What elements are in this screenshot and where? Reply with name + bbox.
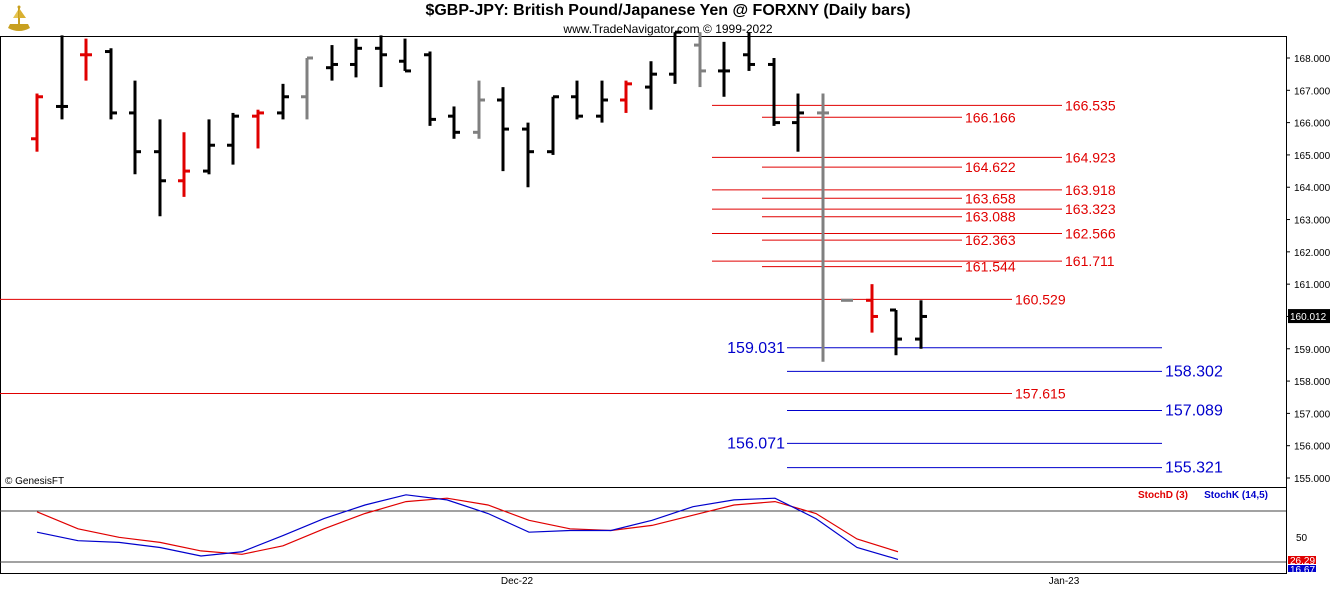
price-bar [817, 93, 829, 362]
price-bar [596, 80, 608, 123]
price-tick-label: 164.000 [1294, 183, 1331, 194]
price-bar [154, 119, 166, 217]
price-bar [375, 35, 387, 88]
price-panel: 168.000 167.000 166.000 165.000 164.000 163.0… [0, 30, 1331, 488]
price-bar [227, 112, 239, 165]
last-price-box [1288, 309, 1330, 324]
price-tick-label: 158.000 [1294, 377, 1331, 388]
date-tick-label: Jan-23 [1049, 576, 1080, 587]
price-tick-label: 167.000 [1294, 86, 1331, 97]
stochastic-k-value: 16.67 [1290, 565, 1315, 576]
price-level-label: 161.544 [965, 259, 1016, 275]
price-tick-label: 156.000 [1294, 442, 1331, 453]
price-bar [792, 93, 804, 152]
price-bar [473, 80, 485, 139]
price-level-label: 163.323 [1065, 201, 1116, 217]
chart-title: $GBP-JPY: British Pound/Japanese Yen @ F… [425, 2, 911, 19]
price-level-label: 163.918 [1065, 182, 1116, 198]
price-bar [694, 32, 706, 88]
price-bar [203, 119, 215, 175]
price-level-label: 162.566 [1065, 226, 1116, 242]
price-bar [56, 35, 68, 120]
price-tick-label: 155.000 [1294, 474, 1331, 485]
price-level-label: 156.071 [727, 435, 785, 452]
price-level-label: 166.166 [965, 109, 1016, 125]
price-level-label: 159.031 [727, 340, 785, 357]
price-bar [31, 93, 43, 152]
stochastic-panel-frame [0, 487, 1287, 574]
price-bar [350, 38, 362, 78]
last-price-label: 160.012 [1290, 312, 1327, 323]
price-bar [424, 51, 436, 126]
stochastic-legend: StochD (3) StochK (14,5) [1138, 490, 1268, 501]
price-axis: 168.000 167.000 166.000 165.000 164.000 163.0… [1286, 54, 1331, 485]
price-bar [522, 122, 534, 188]
price-bar [129, 80, 141, 175]
price-level-label: 166.535 [1065, 97, 1116, 113]
date-axis: Dec-22 Jan-23 [501, 576, 1080, 587]
price-tick-label: 168.000 [1294, 54, 1331, 65]
price-tick-label: 165.000 [1294, 151, 1331, 162]
genesis-copyright: © GenesisFT [5, 476, 64, 487]
price-level-label: 158.302 [1165, 363, 1223, 380]
stochastic-series-line [36, 497, 899, 555]
price-bar [252, 109, 264, 149]
price-tick-label: 161.000 [1294, 280, 1331, 291]
price-bar [890, 308, 902, 356]
price-bar [277, 83, 289, 120]
price-level-label: 163.088 [965, 209, 1016, 225]
price-tick-label: 163.000 [1294, 216, 1331, 227]
price-bar [743, 32, 755, 71]
price-bar [718, 41, 730, 97]
stochastic-d-legend: StochD (3) [1138, 490, 1188, 501]
price-level-label: 163.658 [965, 190, 1016, 206]
price-bar [645, 61, 657, 110]
price-level-label: 164.923 [1065, 149, 1116, 165]
price-bar [915, 300, 927, 349]
stochastic-series-line [36, 494, 899, 560]
price-bar [326, 45, 338, 81]
price-levels: 166.535 166.166 164.923 164.622 163.918 163.6… [0, 97, 1223, 477]
copyright-text: www.TradeNavigator.com © 1999-2022 [563, 22, 773, 36]
price-bar [399, 38, 411, 73]
chart-header: $GBP-JPY: British Pound/Japanese Yen @ F… [0, 0, 1336, 38]
price-level-label: 160.529 [1015, 291, 1066, 307]
stochastic-d-value: 26.29 [1290, 556, 1315, 567]
trade-navigator-logo-icon [8, 5, 30, 31]
price-bar [669, 30, 681, 84]
stochastic-lines [36, 494, 899, 560]
price-bar [105, 48, 117, 120]
price-bar [178, 132, 190, 197]
price-tick-label: 157.000 [1294, 409, 1331, 420]
price-bar [768, 58, 780, 126]
price-level-label: 161.711 [1065, 253, 1115, 269]
stochastic-k-value-box [1288, 565, 1316, 572]
price-bar [448, 106, 460, 139]
price-bar [301, 56, 313, 120]
stochastic-grid [0, 510, 1286, 563]
price-bar [866, 284, 878, 333]
stochastic-d-value-box [1288, 556, 1316, 564]
price-level-label: 157.615 [1015, 386, 1066, 402]
price-bar [620, 80, 632, 113]
price-bar [497, 87, 509, 172]
stochastic-tick-label: 50 [1296, 533, 1308, 544]
price-tick-label: 159.000 [1294, 345, 1331, 356]
price-bars [31, 30, 927, 362]
price-level-label: 157.089 [1165, 403, 1223, 420]
price-bar [80, 38, 92, 81]
price-tick-label: 162.000 [1294, 248, 1331, 259]
price-bar [571, 80, 583, 120]
stochastic-k-legend: StochK (14,5) [1204, 490, 1268, 501]
price-bar [547, 95, 559, 155]
price-tick-label: 166.000 [1294, 119, 1331, 130]
price-level-label: 164.622 [965, 159, 1016, 175]
price-level-label: 162.363 [965, 232, 1016, 248]
date-tick-label: Dec-22 [501, 576, 534, 587]
price-level-label: 155.321 [1165, 460, 1223, 477]
